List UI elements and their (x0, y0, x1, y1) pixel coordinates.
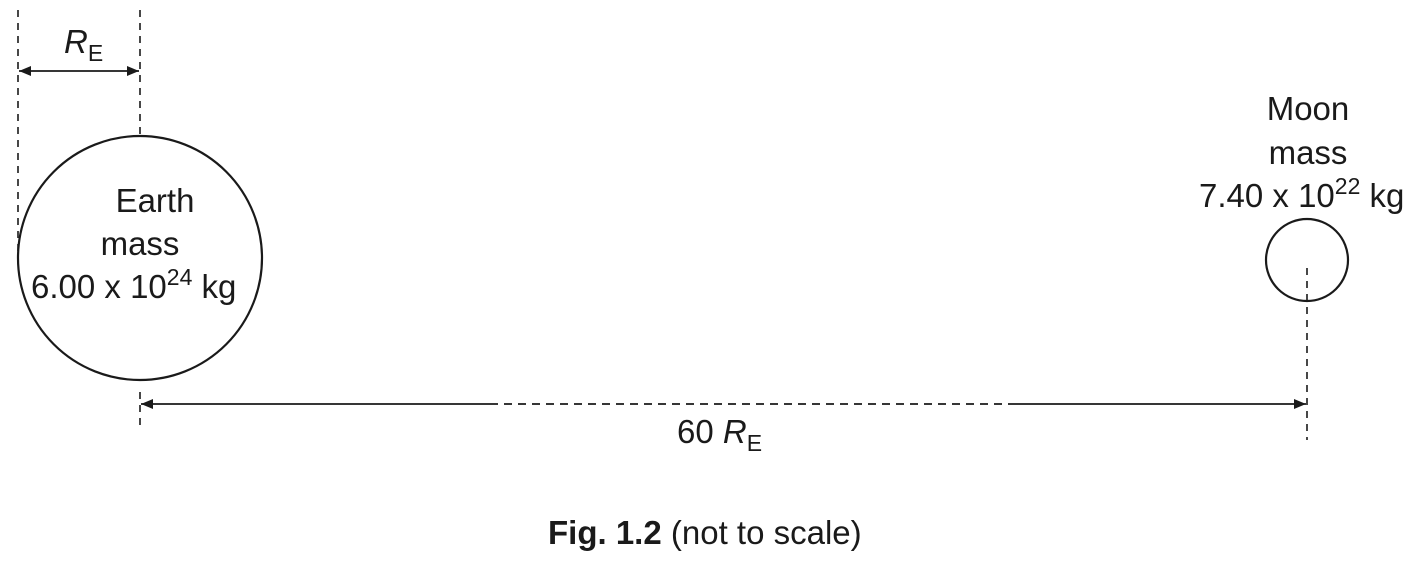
earth-mass-value: 6.00 x 1024 kg (31, 266, 237, 305)
moon-mass-value: 7.40 x 1022 kg (1199, 175, 1405, 214)
moon-circle (1264, 217, 1350, 303)
moon-mass-label: mass (1268, 134, 1348, 171)
earth-mass-unit: kg (201, 268, 237, 305)
earth-circle (16, 134, 264, 382)
moon-name: Moon (1266, 90, 1350, 127)
figure-caption: Fig. 1.2 (not to scale) (548, 516, 862, 549)
distance-multiplier: 60 (677, 413, 714, 450)
earth-name: Earth (115, 182, 195, 219)
radius-symbol: R (64, 23, 88, 60)
figure-number: Fig. 1.2 (548, 514, 662, 551)
distance-symbol: R (722, 413, 747, 450)
moon-mass-coefficient: 7.40 x 10 (1199, 177, 1335, 214)
distance-label: 60 RE (677, 413, 762, 455)
moon-mass-exponent: 22 (1334, 173, 1361, 199)
earth-mass-label: mass (100, 225, 180, 262)
moon-mass-unit: kg (1369, 177, 1405, 214)
figure-note: (not to scale) (670, 514, 862, 551)
distance-subscript: E (746, 430, 763, 456)
earth-mass-coefficient: 6.00 x 10 (31, 268, 167, 305)
radius-label: RE (64, 23, 103, 65)
radius-subscript: E (87, 40, 104, 66)
earth-mass-exponent: 24 (166, 264, 193, 290)
